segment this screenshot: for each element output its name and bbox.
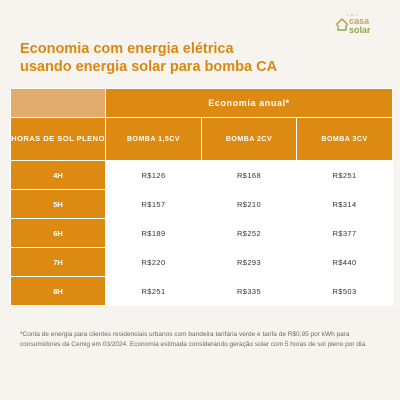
value-cell: R$440 [295,247,394,277]
brand-logo: • •• • casa solar [335,12,385,38]
value-cell: R$210 [201,189,297,219]
value-cell: R$293 [201,247,297,277]
logo-casa-text: casa [349,16,370,26]
pump-header-2: BOMBA 2CV [201,117,297,161]
page-title: Economia com energia elétrica usando ene… [20,40,340,76]
table-corner-cell [10,88,106,118]
hours-cell: 8H [10,276,106,306]
value-cell: R$168 [201,160,297,190]
value-cell: R$126 [105,160,202,190]
title-line-2: usando energia solar para bomba CA [20,59,278,75]
hours-header: HORAS DE SOL PLENO [10,117,106,161]
table-row: 8H R$251 R$335 R$503 [10,276,394,306]
hours-cell: 4H [10,160,106,190]
value-cell: R$377 [295,218,394,248]
hours-cell: 7H [10,247,106,277]
table-row: 4H R$126 R$168 R$251 [10,160,394,190]
logo-dots: • •• • [347,12,358,17]
pump-header-1: BOMBA 1,5CV [105,117,202,161]
hours-cell: 5H [10,189,106,219]
value-cell: R$220 [105,247,202,277]
house-sun-icon [335,17,349,31]
table-row: 6H R$189 R$252 R$377 [10,218,394,248]
value-cell: R$335 [201,276,297,306]
savings-table: Economia anual* HORAS DE SOL PLENO BOMBA… [10,88,394,306]
hours-cell: 6H [10,218,106,248]
annual-savings-header: Economia anual* [104,88,394,118]
value-cell: R$314 [295,189,394,219]
table-row: 5H R$157 R$210 R$314 [10,189,394,219]
title-line-1: Economia com energia elétrica [20,41,234,57]
logo-solar-text: solar [349,25,371,35]
table-row: 7H R$220 R$293 R$440 [10,247,394,277]
pump-header-3: BOMBA 3CV [295,117,394,161]
value-cell: R$157 [105,189,202,219]
value-cell: R$252 [201,218,297,248]
value-cell: R$503 [295,276,394,306]
value-cell: R$251 [105,276,202,306]
value-cell: R$189 [105,218,202,248]
footnote: *Conta de energia para clientes residenc… [20,331,367,348]
value-cell: R$251 [295,160,394,190]
